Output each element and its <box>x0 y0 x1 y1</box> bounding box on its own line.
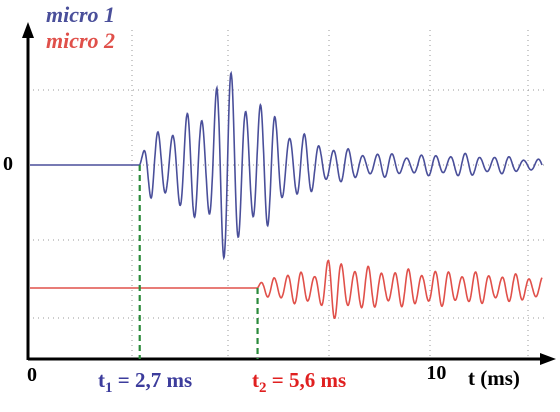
annotation-t2-symbol: t <box>252 368 259 392</box>
annotation-t1-value: = 2,7 ms <box>113 368 193 392</box>
x-axis-label: t (ms) <box>468 366 520 390</box>
legend-entry-micro-1: micro 1 <box>46 2 115 27</box>
legend-entry-micro-2: micro 2 <box>46 28 115 53</box>
annotation-t2: t2 = 5,6 ms <box>252 368 346 396</box>
annotation-t1-subscript: 1 <box>105 380 113 396</box>
x-tick-label-0: 0 <box>27 364 37 386</box>
x-axis-arrow <box>540 353 556 365</box>
annotation-t1-symbol: t <box>98 368 105 392</box>
chart-grid <box>28 30 545 359</box>
annotation-t1: t1 = 2,7 ms <box>98 368 192 396</box>
y-axis-arrow <box>22 22 34 38</box>
series-line-micro-2 <box>30 259 543 319</box>
annotation-t2-value: = 5,6 ms <box>267 368 347 392</box>
x-tick-label-10: 10 <box>426 362 446 384</box>
annotation-t2-subscript: 2 <box>259 380 267 396</box>
series-line-micro-1 <box>30 70 543 261</box>
y-tick-label-zero: 0 <box>3 153 13 175</box>
